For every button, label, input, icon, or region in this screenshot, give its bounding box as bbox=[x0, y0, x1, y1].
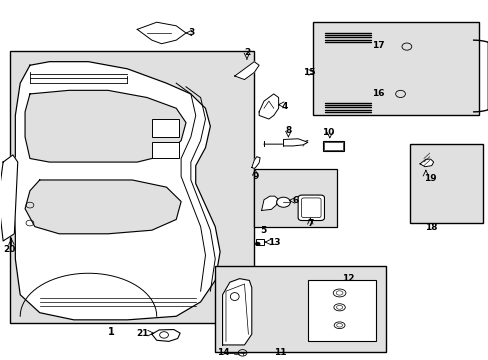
Text: 19: 19 bbox=[423, 174, 436, 183]
Polygon shape bbox=[283, 139, 307, 146]
Ellipse shape bbox=[230, 293, 239, 301]
Circle shape bbox=[276, 197, 290, 207]
Text: 16: 16 bbox=[371, 89, 384, 98]
Bar bbox=[152, 119, 178, 137]
Circle shape bbox=[255, 242, 260, 246]
Text: 20: 20 bbox=[3, 246, 16, 255]
Polygon shape bbox=[15, 62, 220, 320]
Text: 9: 9 bbox=[252, 172, 258, 181]
FancyBboxPatch shape bbox=[301, 198, 321, 218]
Ellipse shape bbox=[336, 323, 342, 327]
Bar bbox=[312, 22, 478, 116]
Text: 2: 2 bbox=[244, 48, 250, 57]
Text: 10: 10 bbox=[321, 128, 333, 137]
Polygon shape bbox=[251, 157, 260, 168]
Bar bbox=[255, 239, 264, 245]
Polygon shape bbox=[0, 155, 18, 241]
Text: 15: 15 bbox=[303, 68, 315, 77]
Bar bbox=[254, 169, 336, 226]
Ellipse shape bbox=[333, 304, 345, 311]
Bar bbox=[10, 51, 254, 323]
Text: 8: 8 bbox=[285, 126, 292, 135]
Polygon shape bbox=[234, 62, 259, 80]
Ellipse shape bbox=[333, 322, 344, 329]
Text: 18: 18 bbox=[424, 223, 437, 232]
Bar bbox=[322, 140, 344, 150]
Polygon shape bbox=[137, 22, 185, 44]
Bar bbox=[215, 266, 385, 352]
Polygon shape bbox=[259, 94, 278, 119]
Ellipse shape bbox=[335, 291, 342, 295]
Text: 17: 17 bbox=[371, 41, 384, 50]
Polygon shape bbox=[261, 196, 277, 211]
Text: 11: 11 bbox=[273, 348, 285, 357]
Text: 6: 6 bbox=[292, 196, 298, 205]
Text: 4: 4 bbox=[281, 102, 287, 111]
Text: 14: 14 bbox=[216, 348, 229, 357]
Polygon shape bbox=[152, 329, 180, 341]
Bar bbox=[152, 142, 178, 158]
Polygon shape bbox=[25, 90, 185, 162]
Text: 5: 5 bbox=[260, 226, 266, 235]
Text: 12: 12 bbox=[341, 274, 354, 283]
Text: 3: 3 bbox=[188, 28, 194, 37]
Bar bbox=[324, 141, 342, 149]
Ellipse shape bbox=[332, 289, 345, 297]
Bar bbox=[409, 144, 483, 223]
Bar bbox=[307, 280, 375, 341]
Text: 7: 7 bbox=[306, 219, 313, 228]
Ellipse shape bbox=[336, 305, 342, 309]
Polygon shape bbox=[25, 180, 181, 234]
Text: 1: 1 bbox=[108, 327, 115, 337]
FancyBboxPatch shape bbox=[298, 195, 324, 221]
Text: 21: 21 bbox=[136, 329, 148, 338]
Polygon shape bbox=[419, 159, 433, 167]
Text: 13: 13 bbox=[267, 238, 280, 247]
Polygon shape bbox=[222, 279, 251, 345]
